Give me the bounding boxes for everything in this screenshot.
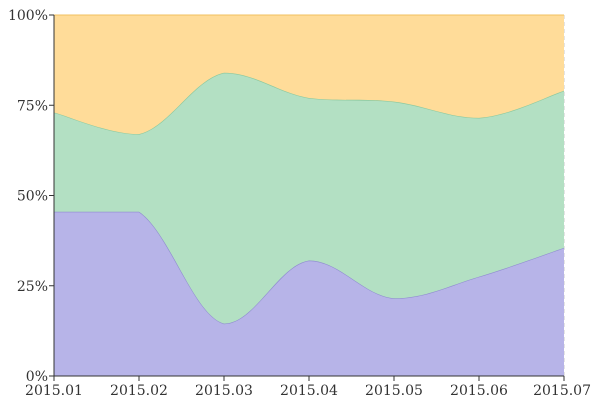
y-tick-label: 0% (26, 369, 48, 385)
x-tick-label: 2015.04 (280, 383, 338, 399)
y-tick-label: 25% (17, 279, 48, 295)
area-series-3 (54, 15, 564, 135)
x-tick-label: 2015.03 (195, 383, 253, 399)
area-series-layer (53, 14, 565, 376)
area-series-1 (54, 211, 564, 376)
x-tick-label: 2015.02 (110, 383, 168, 399)
tick-labels: 0% 25% 50% 75% 100% 2015.01 2015.02 2015.03 2015… (8, 8, 591, 399)
x-tick-label: 2015.01 (25, 383, 83, 399)
series-line-2 (53, 72, 565, 135)
x-tick-label: 2015.07 (533, 383, 591, 399)
x-tick-label: 2015.05 (365, 383, 423, 399)
y-tick-label: 75% (17, 98, 48, 114)
axes (49, 14, 565, 381)
y-tick-label: 50% (17, 189, 48, 205)
x-tick-label: 2015.06 (450, 383, 508, 399)
y-tick-label: 100% (8, 8, 48, 24)
area-series-2 (54, 72, 564, 324)
